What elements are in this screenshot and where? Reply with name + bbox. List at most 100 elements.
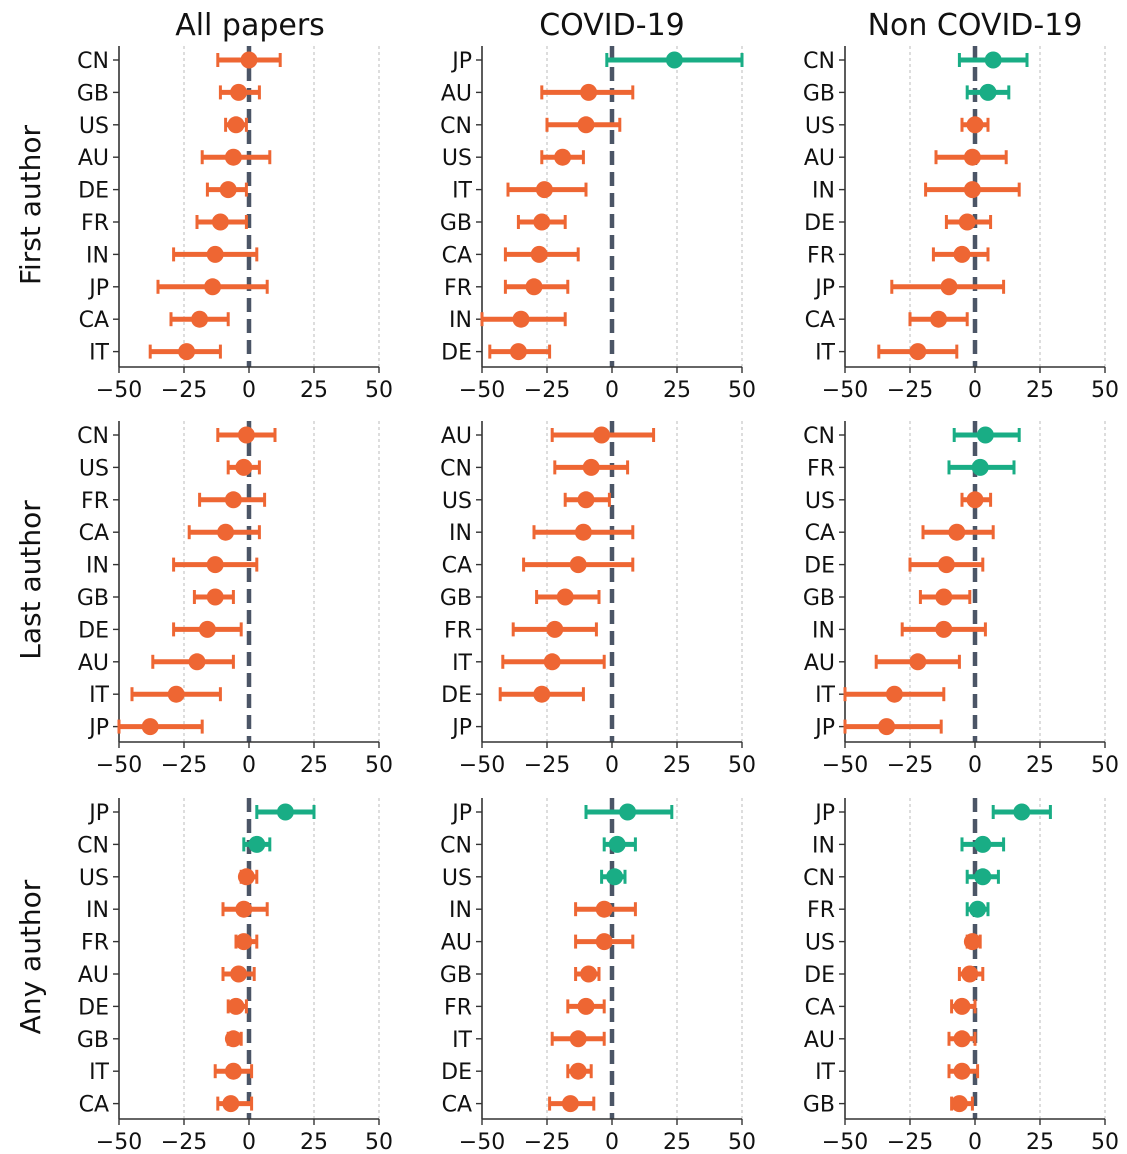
- y-tick-label-jp: JP: [87, 801, 109, 826]
- data-point-it: [224, 1062, 242, 1080]
- x-tick-label: 50: [1091, 378, 1119, 403]
- data-point-cn: [984, 51, 1002, 69]
- x-tick-label: −50: [459, 1130, 505, 1154]
- y-tick-label-cn: CN: [77, 49, 109, 74]
- y-tick-label-fr: FR: [807, 898, 835, 923]
- y-tick-label-jp: JP: [450, 49, 472, 74]
- data-point-de: [509, 343, 527, 361]
- y-tick-label-in: IN: [449, 308, 472, 333]
- y-tick-label-us: US: [79, 866, 109, 891]
- data-point-us: [227, 116, 245, 134]
- data-point-ca: [930, 310, 948, 328]
- data-point-us: [237, 868, 255, 886]
- panel-last-author-covid-19: −50 −25 0 25 50 AU CN US IN CA GB FR IT DE JP: [440, 421, 756, 778]
- x-tick-label: −25: [887, 1130, 933, 1154]
- data-point-au: [188, 653, 206, 671]
- data-point-it: [953, 1062, 971, 1080]
- x-tick-label: 50: [365, 1130, 393, 1154]
- y-tick-label-cn: CN: [440, 456, 472, 481]
- data-point-fr: [969, 900, 987, 918]
- y-tick-label-gb: GB: [440, 211, 472, 236]
- x-tick-label: 25: [300, 378, 328, 403]
- data-point-de: [198, 620, 216, 638]
- row-label-first-author: First author: [14, 124, 47, 285]
- y-tick-label-jp: JP: [813, 801, 835, 826]
- y-tick-label-in: IN: [812, 833, 835, 858]
- x-tick-label: 0: [605, 1130, 619, 1154]
- y-tick-label-ca: CA: [805, 995, 835, 1020]
- y-tick-label-de: DE: [804, 554, 835, 579]
- data-point-ca: [191, 310, 209, 328]
- data-point-it: [569, 1030, 587, 1048]
- y-tick-label-us: US: [79, 114, 109, 139]
- data-point-gb: [206, 588, 224, 606]
- x-tick-label: −50: [96, 753, 142, 778]
- data-point-fr: [546, 620, 564, 638]
- y-tick-label-gb: GB: [803, 81, 835, 106]
- y-tick-label-fr: FR: [444, 995, 472, 1020]
- y-tick-label-jp: JP: [813, 716, 835, 741]
- panel-first-author-all-papers: −50 −25 0 25 50 CN GB US AU DE FR IN JP CA IT: [77, 46, 393, 403]
- data-point-ca: [530, 245, 548, 263]
- panel-first-author-covid-19: −50 −25 0 25 50 JP AU CN US IT GB CA FR IN DE: [440, 46, 756, 403]
- data-point-au: [580, 83, 598, 101]
- y-tick-label-it: IT: [452, 1028, 472, 1053]
- x-tick-label: 0: [605, 378, 619, 403]
- y-tick-label-in: IN: [86, 243, 109, 268]
- data-point-it: [178, 343, 196, 361]
- y-tick-label-it: IT: [815, 683, 835, 708]
- data-point-us: [963, 933, 981, 951]
- data-point-us: [235, 458, 253, 476]
- y-tick-label-gb: GB: [77, 586, 109, 611]
- data-point-it: [543, 653, 561, 671]
- y-tick-label-us: US: [805, 114, 835, 139]
- y-tick-label-au: AU: [441, 931, 472, 956]
- y-tick-label-jp: JP: [450, 716, 472, 741]
- data-point-gb: [224, 1030, 242, 1048]
- data-point-it: [885, 685, 903, 703]
- data-point-au: [953, 1030, 971, 1048]
- y-tick-label-in: IN: [812, 179, 835, 204]
- panel-last-author-all-papers: −50 −25 0 25 50 CN US FR CA IN GB DE AU IT JP: [77, 421, 393, 778]
- data-point-us: [577, 491, 595, 509]
- y-tick-label-it: IT: [89, 683, 109, 708]
- y-tick-label-in: IN: [449, 521, 472, 546]
- column-title-all-papers: All papers: [175, 8, 325, 43]
- x-tick-label: 25: [300, 753, 328, 778]
- x-tick-label: 50: [365, 753, 393, 778]
- data-point-de: [569, 1062, 587, 1080]
- y-tick-label-us: US: [442, 146, 472, 171]
- y-tick-label-ca: CA: [442, 1093, 472, 1118]
- panel-any-author-covid-19: −50 −25 0 25 50 JP CN US IN AU GB FR IT DE CA: [440, 798, 756, 1154]
- data-point-us: [966, 116, 984, 134]
- y-tick-label-au: AU: [441, 424, 472, 449]
- y-tick-label-fr: FR: [81, 489, 109, 514]
- data-point-gb: [979, 83, 997, 101]
- y-tick-label-gb: GB: [440, 963, 472, 988]
- panel-any-author-non-covid-19: −50 −25 0 25 50 JP IN CN FR US DE CA AU IT GB: [803, 798, 1119, 1154]
- y-tick-label-fr: FR: [807, 456, 835, 481]
- data-point-in: [235, 900, 253, 918]
- x-tick-label: 25: [1026, 753, 1054, 778]
- y-tick-label-it: IT: [89, 1060, 109, 1085]
- data-point-de: [958, 213, 976, 231]
- y-tick-label-cn: CN: [803, 866, 835, 891]
- y-tick-label-in: IN: [449, 898, 472, 923]
- y-tick-label-de: DE: [441, 1060, 472, 1085]
- y-tick-label-jp: JP: [450, 801, 472, 826]
- y-tick-label-in: IN: [86, 554, 109, 579]
- data-point-in: [206, 556, 224, 574]
- data-point-in: [512, 310, 530, 328]
- row-label-any-author: Any author: [14, 879, 47, 1034]
- data-point-cn: [240, 51, 258, 69]
- data-point-fr: [525, 278, 543, 296]
- y-tick-label-in: IN: [86, 898, 109, 923]
- y-tick-label-fr: FR: [444, 618, 472, 643]
- x-tick-label: 0: [968, 753, 982, 778]
- data-point-jp: [1013, 803, 1031, 821]
- x-tick-label: 50: [1091, 1130, 1119, 1154]
- data-point-jp: [619, 803, 637, 821]
- y-tick-label-fr: FR: [807, 243, 835, 268]
- data-point-fr: [235, 933, 253, 951]
